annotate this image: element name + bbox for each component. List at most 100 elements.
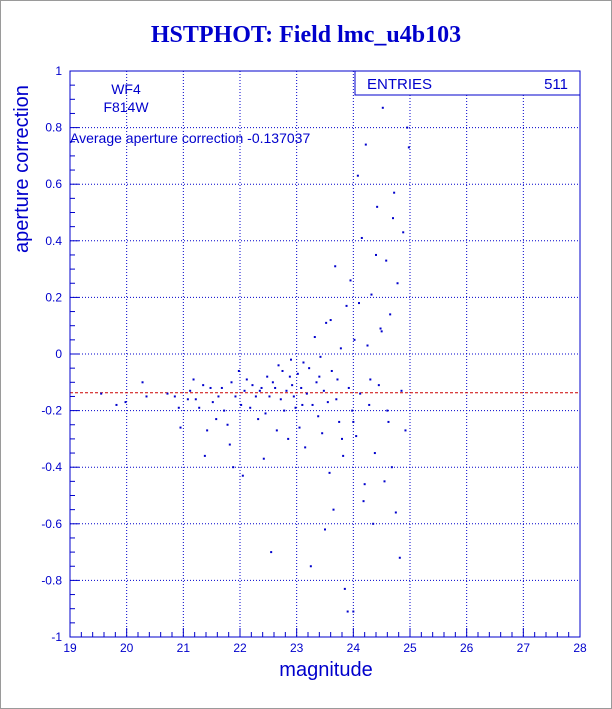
- data-point: [341, 437, 343, 440]
- data-point: [271, 381, 274, 384]
- data-point: [232, 466, 235, 469]
- data-point: [398, 556, 401, 559]
- data-point: [223, 409, 226, 412]
- data-point: [270, 551, 273, 554]
- data-point: [400, 389, 403, 392]
- data-point: [372, 522, 375, 525]
- data-point: [141, 381, 144, 384]
- data-point: [305, 392, 308, 395]
- x-axis-label: magnitude: [279, 659, 372, 681]
- data-point: [373, 452, 376, 455]
- data-point: [254, 395, 257, 398]
- data-point: [325, 321, 328, 324]
- info-box: WF4 F814W Average aperture correction -0…: [70, 81, 310, 146]
- data-point: [322, 389, 325, 392]
- data-point: [203, 454, 206, 457]
- data-point: [390, 466, 393, 469]
- data-point: [237, 369, 240, 372]
- data-point: [347, 386, 350, 389]
- data-point: [173, 395, 176, 398]
- data-point: [404, 429, 407, 432]
- entries-value: 511: [544, 76, 568, 93]
- data-point: [389, 313, 392, 316]
- data-point: [360, 236, 363, 239]
- data-point: [406, 126, 409, 129]
- data-point: [300, 386, 303, 389]
- average-text: Average aperture correction -0.137037: [70, 130, 310, 146]
- y-tick-label: -1: [51, 630, 62, 644]
- data-point: [352, 610, 355, 613]
- data-point: [215, 418, 218, 421]
- x-tick-labels: 19 20 21 22 23 24 25 26 27 28: [63, 641, 587, 655]
- stats-box-border: [354, 70, 581, 96]
- data-point: [402, 231, 405, 234]
- data-point: [262, 457, 265, 460]
- x-tick-label: 25: [403, 641, 417, 655]
- data-point: [230, 381, 233, 384]
- data-point: [145, 395, 148, 398]
- x-tick-label: 24: [347, 641, 361, 655]
- data-point: [311, 403, 314, 406]
- data-point: [274, 386, 277, 389]
- data-point: [301, 403, 304, 406]
- data-point: [275, 429, 278, 432]
- data-point: [330, 369, 333, 372]
- data-point: [279, 398, 282, 401]
- data-point: [304, 446, 307, 449]
- data-point: [241, 474, 244, 477]
- x-tick-label: 20: [120, 641, 134, 655]
- data-point: [380, 330, 383, 333]
- y-tick-label: 0.8: [45, 121, 62, 135]
- data-point: [202, 384, 205, 387]
- data-point: [385, 259, 388, 262]
- data-point: [353, 338, 356, 341]
- data-point: [308, 367, 311, 370]
- data-point: [166, 392, 169, 395]
- data-point: [352, 420, 355, 423]
- data-point: [283, 409, 286, 412]
- data-points: [100, 106, 410, 613]
- filter-label: F814W: [103, 99, 149, 115]
- data-point: [366, 344, 369, 347]
- data-point: [268, 395, 271, 398]
- data-point: [383, 480, 386, 483]
- data-point: [285, 389, 288, 392]
- x-tick-label: 28: [573, 641, 587, 655]
- data-point: [343, 587, 346, 590]
- data-point: [245, 378, 248, 381]
- data-point: [318, 375, 321, 378]
- y-tick-label: 0.2: [45, 290, 62, 304]
- data-point: [339, 347, 342, 350]
- data-point: [186, 398, 189, 401]
- data-point: [296, 372, 299, 375]
- data-point: [209, 386, 212, 389]
- data-point: [379, 327, 382, 330]
- data-point: [345, 304, 348, 307]
- x-tick-label: 26: [460, 641, 474, 655]
- data-point: [346, 610, 349, 613]
- data-point: [206, 429, 209, 432]
- tick-marks: [69, 70, 581, 638]
- data-point: [370, 293, 373, 296]
- data-point: [332, 508, 335, 511]
- data-point: [315, 381, 318, 384]
- data-point: [192, 378, 195, 381]
- y-tick-label: 0: [55, 347, 62, 361]
- entries-label: ENTRIES: [367, 76, 432, 93]
- data-point: [258, 389, 261, 392]
- data-point: [198, 406, 201, 409]
- data-point: [363, 483, 366, 486]
- y-tick-label: -0.6: [41, 517, 62, 531]
- chip-label: WF4: [111, 81, 141, 97]
- data-point: [226, 423, 229, 426]
- y-tick-label: -0.2: [41, 404, 62, 418]
- data-point: [298, 426, 301, 429]
- data-point: [291, 384, 294, 387]
- data-point: [394, 511, 397, 514]
- data-point: [194, 398, 197, 401]
- data-point: [386, 409, 389, 412]
- data-point: [369, 378, 372, 381]
- data-point: [393, 191, 396, 194]
- y-tick-label: 1: [55, 64, 62, 78]
